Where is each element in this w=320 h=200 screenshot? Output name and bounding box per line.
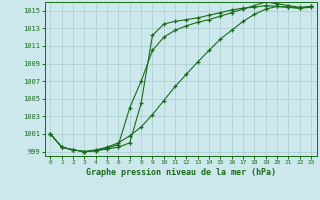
X-axis label: Graphe pression niveau de la mer (hPa): Graphe pression niveau de la mer (hPa) [86, 168, 276, 177]
